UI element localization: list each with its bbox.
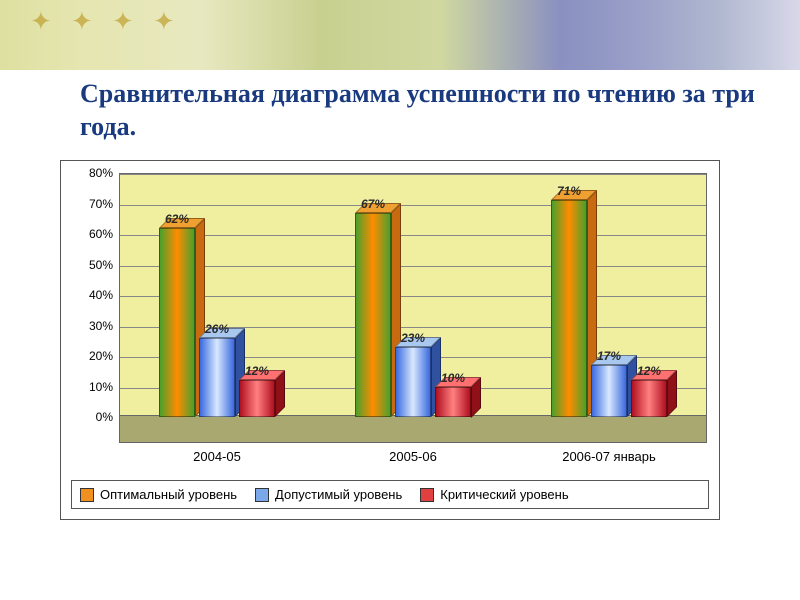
x-axis-labels: 2004-052005-062006-07 январь xyxy=(119,449,707,464)
bar-value-label: 12% xyxy=(245,364,269,378)
bar-front xyxy=(239,380,275,417)
y-axis-label: 60% xyxy=(89,227,119,241)
slide-title: Сравнительная диаграмма успешности по чт… xyxy=(80,78,760,143)
title-area: Сравнительная диаграмма успешности по чт… xyxy=(80,78,760,143)
bar: 26% xyxy=(199,338,235,417)
bar-groups: 62%26%12%67%23%10%71%17%12% xyxy=(119,173,707,417)
bar-group: 62%26%12% xyxy=(119,173,315,417)
y-axis-label: 40% xyxy=(89,288,119,302)
x-axis-label: 2006-07 январь xyxy=(511,449,707,464)
bar-value-label: 10% xyxy=(441,371,465,385)
bar-front xyxy=(199,338,235,417)
y-axis-label: 80% xyxy=(89,166,119,180)
bar-value-label: 62% xyxy=(165,212,189,226)
bar: 12% xyxy=(239,380,275,417)
bar: 23% xyxy=(395,347,431,417)
decorative-banner: ✦ ✦ ✦ ✦ xyxy=(0,0,800,70)
bar: 67% xyxy=(355,213,391,417)
banner-stars: ✦ ✦ ✦ ✦ xyxy=(30,6,181,37)
bar-front xyxy=(355,213,391,417)
bar-front xyxy=(631,380,667,417)
legend-label: Оптимальный уровень xyxy=(100,487,237,502)
bar-value-label: 12% xyxy=(637,364,661,378)
legend-item: Допустимый уровень xyxy=(255,487,402,502)
bar-group: 67%23%10% xyxy=(315,173,511,417)
y-axis-label: 70% xyxy=(89,197,119,211)
bar: 12% xyxy=(631,380,667,417)
bar: 17% xyxy=(591,365,627,417)
legend-item: Критический уровень xyxy=(420,487,568,502)
bar-front xyxy=(395,347,431,417)
bar-front xyxy=(591,365,627,417)
y-axis-label: 30% xyxy=(89,319,119,333)
legend-swatch xyxy=(80,488,94,502)
bar-group: 71%17%12% xyxy=(511,173,707,417)
y-axis-label: 20% xyxy=(89,349,119,363)
bar: 10% xyxy=(435,387,471,418)
bar: 62% xyxy=(159,228,195,417)
y-axis-label: 10% xyxy=(89,380,119,394)
bar-value-label: 67% xyxy=(361,197,385,211)
legend-label: Критический уровень xyxy=(440,487,568,502)
legend-swatch xyxy=(420,488,434,502)
legend-item: Оптимальный уровень xyxy=(80,487,237,502)
bar-value-label: 71% xyxy=(557,184,581,198)
legend-swatch xyxy=(255,488,269,502)
chart-container: 62%26%12%67%23%10%71%17%12% 0%10%20%30%4… xyxy=(60,160,720,520)
y-axis-label: 0% xyxy=(96,410,119,424)
bar-front xyxy=(435,387,471,418)
legend-label: Допустимый уровень xyxy=(275,487,402,502)
bar: 71% xyxy=(551,200,587,417)
plot-floor xyxy=(120,415,706,442)
bar-value-label: 17% xyxy=(597,349,621,363)
slide: { "title": "Сравнительная диаграмма успе… xyxy=(0,0,800,600)
legend: Оптимальный уровень Допустимый уровень Кри… xyxy=(71,480,709,509)
bar-value-label: 26% xyxy=(205,322,229,336)
bar-value-label: 23% xyxy=(401,331,425,345)
y-axis-label: 50% xyxy=(89,258,119,272)
x-axis-label: 2004-05 xyxy=(119,449,315,464)
plot-area: 62%26%12%67%23%10%71%17%12% 0%10%20%30%4… xyxy=(119,173,707,443)
bar-front xyxy=(159,228,195,417)
bar-front xyxy=(551,200,587,417)
x-axis-label: 2005-06 xyxy=(315,449,511,464)
